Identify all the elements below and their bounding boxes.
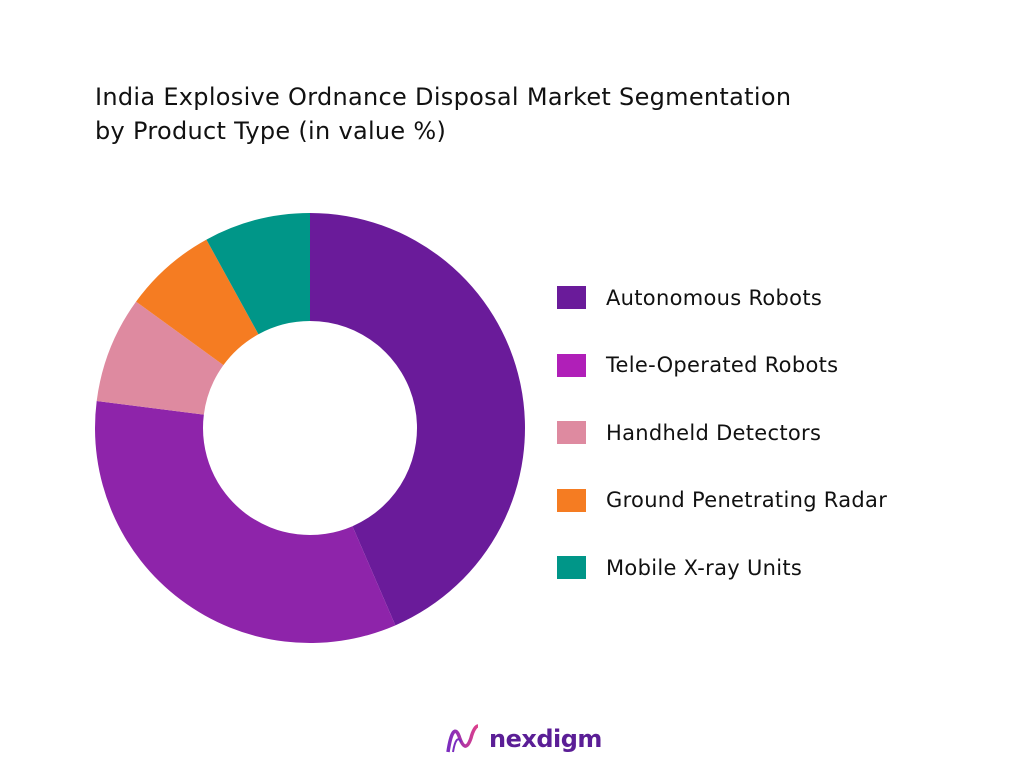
legend-label: Ground Penetrating Radar [606, 488, 888, 513]
slice-handheld-detectors [96, 301, 224, 415]
chart-title: India Explosive Ordnance Disposal Market… [95, 80, 915, 148]
chart-title-line-1: India Explosive Ordnance Disposal Market… [95, 83, 792, 111]
legend-item: Autonomous Robots [557, 264, 887, 332]
legend-label: Handheld Detectors [606, 420, 822, 445]
legend-swatch [557, 556, 586, 580]
legend-item: Ground Penetrating Radar [557, 467, 887, 535]
legend-label: Autonomous Robots [606, 285, 823, 310]
slice-autonomous-robots [310, 213, 526, 626]
legend-item: Tele-Operated Robots [557, 332, 887, 400]
slice-mobile-x-ray-units [206, 213, 310, 335]
legend-item: Handheld Detectors [557, 399, 887, 467]
brand-name: nexdigm [489, 725, 602, 753]
legend-swatch [557, 286, 586, 310]
legend-label: Mobile X-ray Units [606, 555, 803, 580]
legend-swatch [557, 421, 586, 445]
brand-logo: nexdigm [445, 722, 602, 756]
legend-item: Mobile X-ray Units [557, 534, 887, 602]
nexdigm-logo-icon [446, 724, 479, 753]
legend-label: Tele-Operated Robots [606, 353, 839, 378]
chart-legend: Autonomous Robots Tele-Operated Robots Han… [557, 264, 887, 602]
legend-swatch [557, 488, 586, 512]
slice-ground-penetrating-radar [136, 239, 259, 366]
legend-swatch [557, 353, 586, 377]
chart-title-line-2: by Product Type (in value %) [95, 117, 447, 145]
slice-tele-operated-robots [95, 401, 396, 643]
